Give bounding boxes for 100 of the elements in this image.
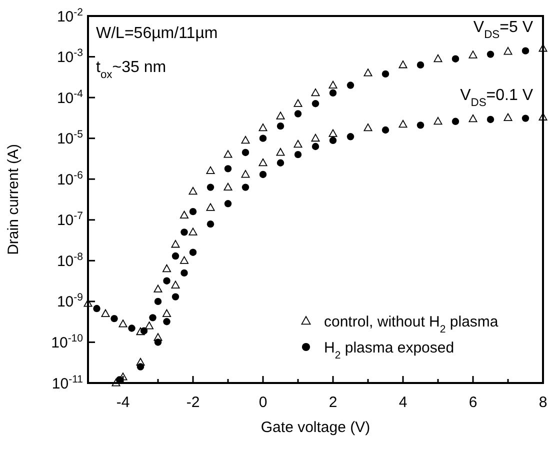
x-tick-label: 8 — [538, 394, 548, 411]
point — [452, 118, 460, 126]
point — [328, 80, 338, 89]
point — [224, 182, 232, 191]
point — [434, 116, 442, 125]
point — [172, 293, 180, 300]
point — [224, 165, 232, 172]
point — [171, 280, 180, 288]
point — [163, 277, 170, 284]
point — [346, 82, 354, 89]
point — [242, 148, 250, 156]
point — [206, 184, 214, 191]
point — [504, 47, 512, 55]
y-tick-label: 10$^{-3}$ — [56, 47, 84, 66]
y-tick-label: 10$^{-8}$ — [56, 250, 84, 270]
point — [258, 158, 268, 166]
x-tick-label: 0 — [258, 394, 268, 411]
y-axis-title: Drain current (A) — [5, 144, 22, 255]
point — [84, 299, 92, 307]
point — [172, 252, 180, 260]
point — [189, 248, 197, 256]
point — [382, 126, 390, 134]
point — [259, 134, 267, 142]
point — [312, 100, 320, 108]
point — [311, 134, 320, 142]
point — [154, 333, 162, 341]
point — [224, 150, 232, 158]
point — [259, 170, 267, 178]
legend-label: control, without H$_{2}$ plasma — [324, 313, 499, 336]
point — [224, 200, 232, 208]
point — [112, 378, 120, 386]
point — [189, 208, 197, 216]
point — [382, 70, 390, 78]
point — [434, 54, 442, 62]
point — [154, 298, 162, 306]
point — [136, 327, 145, 336]
point — [145, 322, 154, 330]
point — [188, 186, 198, 195]
point — [294, 140, 302, 148]
x-tick-label: 6 — [468, 394, 478, 411]
point — [328, 129, 338, 137]
point — [364, 68, 372, 76]
point — [154, 338, 162, 346]
annotation: W/L=56µm/11µm — [96, 25, 218, 42]
point — [242, 184, 250, 191]
y-tick-label: 10$^{-9}$ — [56, 292, 84, 311]
y-tick-label: 10$^{-7}$ — [56, 210, 84, 230]
point — [136, 363, 144, 370]
point — [110, 314, 118, 322]
point — [276, 159, 284, 166]
x-tick-label: 2 — [328, 394, 338, 411]
point — [329, 89, 337, 97]
point — [538, 44, 548, 52]
point — [180, 210, 188, 218]
point — [162, 264, 171, 272]
point — [206, 166, 215, 174]
legend-label: H$_{2}$ plasma exposed — [324, 339, 454, 362]
point — [276, 122, 284, 130]
point — [180, 256, 188, 264]
point — [294, 150, 302, 158]
point — [180, 269, 188, 277]
x-tick-label: -2 — [186, 394, 200, 411]
point — [188, 228, 198, 236]
point — [101, 309, 110, 317]
point — [468, 50, 478, 58]
point — [162, 309, 171, 317]
point — [329, 136, 337, 144]
point — [312, 142, 320, 150]
y-tick-label: 10$^{-2}$ — [56, 6, 84, 26]
annotation: V$_{DS}$=0.1 V — [460, 87, 534, 109]
point — [118, 320, 128, 328]
point — [154, 284, 162, 292]
point — [486, 116, 494, 124]
point — [140, 327, 148, 334]
point — [364, 123, 372, 132]
point — [398, 60, 408, 68]
x-tick-label: -4 — [116, 394, 130, 411]
point — [294, 110, 302, 118]
point — [128, 324, 136, 332]
point — [241, 136, 250, 144]
point — [294, 99, 302, 107]
point — [93, 304, 100, 312]
point — [522, 114, 530, 122]
point — [522, 47, 530, 54]
point — [163, 318, 170, 326]
point — [416, 122, 424, 129]
y-tick-label: 10$^{-5}$ — [56, 128, 84, 148]
point — [276, 148, 285, 156]
point — [416, 61, 424, 69]
point — [206, 220, 214, 228]
point — [171, 240, 180, 248]
point — [311, 88, 320, 96]
annotation: t$_{ox}$~35 nm — [96, 59, 166, 81]
point — [136, 358, 145, 366]
point — [206, 203, 215, 211]
x-axis-title: Gate voltage (V) — [260, 419, 370, 436]
point — [468, 114, 478, 122]
x-tick-label: 4 — [398, 394, 408, 411]
point — [486, 50, 494, 58]
y-tick-label: 10$^{-4}$ — [56, 88, 84, 107]
